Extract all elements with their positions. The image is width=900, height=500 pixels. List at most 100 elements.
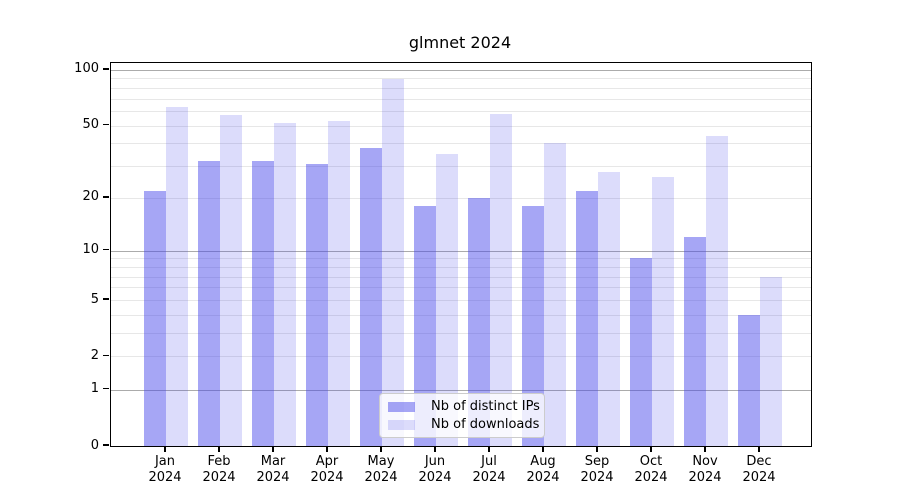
legend-item: Nb of distinct IPs bbox=[380, 398, 544, 414]
gridline-minor bbox=[111, 166, 811, 168]
x-axis-month: Dec bbox=[746, 454, 772, 469]
x-axis-year: 2024 bbox=[418, 470, 452, 485]
gridline-minor bbox=[111, 300, 811, 301]
x-axis-tick-label: Oct 2024 bbox=[621, 454, 681, 486]
bar-downloads-aug bbox=[544, 143, 566, 446]
bar-downloads-sep bbox=[598, 171, 620, 446]
gridline-minor bbox=[111, 258, 811, 260]
bar-downloads-feb bbox=[220, 115, 242, 446]
gridline-major bbox=[111, 69, 811, 71]
x-axis-month: Feb bbox=[207, 454, 231, 469]
x-axis-tick-label: Jul 2024 bbox=[459, 454, 519, 486]
x-axis-tick-label: Feb 2024 bbox=[189, 454, 249, 486]
bar-downloads-oct bbox=[652, 177, 674, 446]
bar-downloads-nov bbox=[706, 135, 728, 446]
x-axis-year: 2024 bbox=[472, 470, 506, 485]
gridline-minor bbox=[111, 333, 811, 335]
x-axis-tick-label: Jan 2024 bbox=[135, 454, 195, 486]
legend-swatch-distinct-ips bbox=[388, 401, 415, 412]
bar-downloads-jul bbox=[490, 113, 512, 446]
y-axis-tick-mark bbox=[103, 124, 109, 126]
x-axis-tick-mark bbox=[326, 447, 328, 452]
y-axis-tick-label: 1 bbox=[90, 381, 99, 397]
bar-distinct-ips-dec bbox=[738, 314, 760, 446]
y-axis-tick-label: 0 bbox=[90, 437, 99, 453]
gridline-minor bbox=[111, 197, 811, 199]
y-axis-tick-label: 10 bbox=[82, 242, 99, 258]
legend-label: Nb of distinct IPs bbox=[431, 398, 540, 414]
x-axis-month: Aug bbox=[530, 454, 556, 469]
bar-distinct-ips-jan bbox=[144, 190, 166, 446]
bar-distinct-ips-jun bbox=[414, 206, 436, 446]
x-axis-year: 2024 bbox=[634, 470, 668, 485]
x-axis-month: Jan bbox=[154, 454, 176, 469]
gridline-minor bbox=[111, 111, 811, 113]
bar-distinct-ips-nov bbox=[684, 237, 706, 446]
gridline-minor bbox=[111, 78, 811, 80]
x-axis-tick-mark bbox=[164, 447, 166, 452]
y-axis-tick-mark bbox=[103, 196, 109, 198]
bar-distinct-ips-jul bbox=[468, 197, 490, 446]
x-axis-tick-label: Sep 2024 bbox=[567, 454, 627, 486]
x-axis-year: 2024 bbox=[148, 470, 182, 485]
y-axis-tick-mark bbox=[103, 249, 109, 251]
x-axis-month: May bbox=[367, 454, 395, 469]
x-axis-tick-mark bbox=[650, 447, 652, 452]
x-axis-year: 2024 bbox=[202, 470, 236, 485]
y-axis-tick-mark bbox=[103, 354, 109, 357]
x-axis-tick-label: Dec 2024 bbox=[729, 454, 789, 486]
x-axis-month: Sep bbox=[584, 454, 610, 469]
gridline-minor bbox=[111, 276, 811, 278]
y-axis-tick-label: 100 bbox=[74, 61, 99, 77]
legend: Nb of distinct IPs Nb of downloads bbox=[379, 393, 545, 438]
x-axis-month: Nov bbox=[692, 454, 718, 469]
x-axis-tick-label: Apr 2024 bbox=[297, 454, 357, 486]
legend-label: Nb of downloads bbox=[431, 416, 540, 432]
gridline-major bbox=[111, 389, 811, 391]
gridline-minor bbox=[111, 287, 811, 289]
x-axis-year: 2024 bbox=[310, 470, 344, 485]
legend-item: Nb of downloads bbox=[380, 416, 544, 432]
bar-distinct-ips-mar bbox=[252, 161, 274, 446]
bar-distinct-ips-apr bbox=[306, 163, 328, 446]
bar-downloads-mar bbox=[274, 122, 296, 446]
x-axis-month: Jul bbox=[481, 454, 497, 469]
bar-downloads-apr bbox=[328, 120, 350, 446]
x-axis-month: Apr bbox=[315, 454, 339, 469]
x-axis-month: Mar bbox=[260, 454, 286, 469]
x-axis-tick-mark bbox=[758, 447, 760, 452]
x-axis-month: Jun bbox=[424, 454, 446, 469]
x-axis-tick-mark bbox=[704, 447, 706, 452]
x-axis-year: 2024 bbox=[526, 470, 560, 485]
x-axis-tick-mark bbox=[272, 447, 274, 452]
x-axis-tick-mark bbox=[218, 447, 220, 452]
bar-downloads-jan bbox=[166, 107, 188, 446]
y-axis-tick-mark bbox=[103, 444, 109, 446]
x-axis-tick-mark bbox=[488, 447, 490, 452]
bar-distinct-ips-aug bbox=[522, 206, 544, 446]
legend-swatch-downloads bbox=[388, 419, 415, 430]
x-axis-tick-label: Aug 2024 bbox=[513, 454, 573, 486]
x-axis-tick-mark bbox=[542, 447, 544, 452]
y-axis-tick-mark bbox=[103, 68, 109, 70]
y-axis-tick-label: 50 bbox=[82, 117, 99, 133]
gridline-minor bbox=[111, 314, 811, 316]
x-axis-year: 2024 bbox=[742, 470, 776, 485]
x-axis-year: 2024 bbox=[256, 470, 290, 485]
bar-distinct-ips-sep bbox=[576, 190, 598, 446]
x-axis-tick-mark bbox=[596, 447, 598, 452]
chart-title: glmnet 2024 bbox=[408, 33, 512, 52]
bar-downloads-may bbox=[382, 79, 404, 446]
y-axis-tick-label: 5 bbox=[90, 291, 99, 307]
x-axis-tick-label: Mar 2024 bbox=[243, 454, 303, 486]
gridline-minor bbox=[111, 143, 811, 145]
bar-downloads-dec bbox=[760, 276, 782, 446]
x-axis-tick-mark bbox=[434, 447, 436, 452]
gridline-minor bbox=[111, 98, 811, 100]
y-axis-tick-label: 20 bbox=[82, 189, 99, 205]
x-axis-tick-label: Jun 2024 bbox=[405, 454, 465, 486]
x-axis-year: 2024 bbox=[364, 470, 398, 485]
x-axis-tick-label: May 2024 bbox=[351, 454, 411, 486]
bar-downloads-jun bbox=[436, 154, 458, 446]
